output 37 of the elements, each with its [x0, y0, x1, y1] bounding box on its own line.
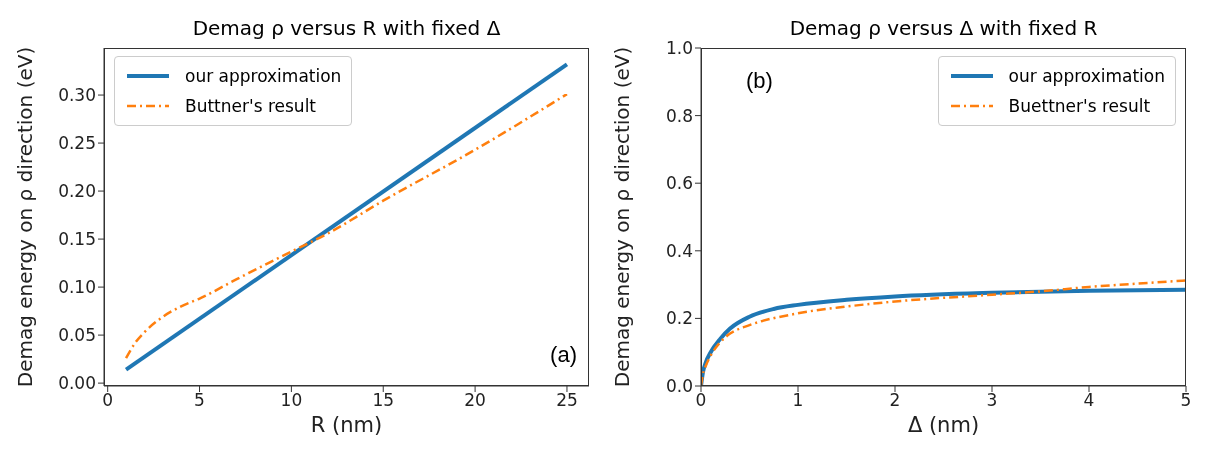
y-tick-label: 0.2: [665, 308, 693, 329]
y-tick-label: 0.05: [58, 325, 96, 346]
x-tick-label: 0: [695, 390, 707, 411]
x-axis-title: R (nm): [310, 413, 383, 437]
y-tick-label: 0.15: [58, 229, 96, 250]
x-tick-label: 10: [280, 390, 303, 411]
legend-label: Buttner's result: [185, 96, 317, 116]
x-tick-label: 0: [102, 390, 114, 411]
x-tick-label: 5: [1180, 390, 1192, 411]
y-tick-label: 0.4: [665, 240, 693, 261]
x-tick-label: 25: [556, 390, 578, 411]
y-tick-label: 0.6: [665, 173, 693, 194]
x-tick-label: 1: [792, 390, 804, 411]
x-tick-label: 15: [372, 390, 395, 411]
x-tick-label: 4: [1083, 390, 1095, 411]
y-axis-title: Demag energy on ρ direction (eV): [609, 46, 635, 388]
x-tick-label: 20: [464, 390, 486, 411]
y-tick-label: 0.00: [58, 373, 96, 394]
y-tick-label: 0.25: [58, 133, 96, 154]
x-tick-label: 5: [194, 390, 205, 411]
y-tick-label: 0.10: [58, 277, 96, 298]
y-axis-title: Demag energy on ρ direction (eV): [12, 46, 38, 388]
chart-title: Demag ρ versus Δ with fixed R: [788, 16, 1099, 40]
legend-label: our approximation: [185, 66, 342, 86]
y-tick-label: 0.0: [665, 376, 693, 397]
x-tick-label: 3: [986, 390, 998, 411]
y-tick-label: 1.0: [665, 38, 693, 59]
y-tick-label: 0.8: [665, 105, 693, 126]
x-axis-title: Δ (nm): [907, 413, 980, 437]
legend-label: Buettner's result: [1008, 96, 1151, 116]
annotation: (b): [746, 68, 773, 94]
annotation: (a): [550, 342, 577, 368]
legend-label: our approximation: [1008, 66, 1165, 86]
y-tick-label: 0.30: [58, 85, 96, 106]
y-tick-label: 0.20: [58, 181, 96, 202]
chart-title: Demag ρ versus R with fixed Δ: [191, 16, 502, 40]
x-tick-label: 2: [889, 390, 901, 411]
